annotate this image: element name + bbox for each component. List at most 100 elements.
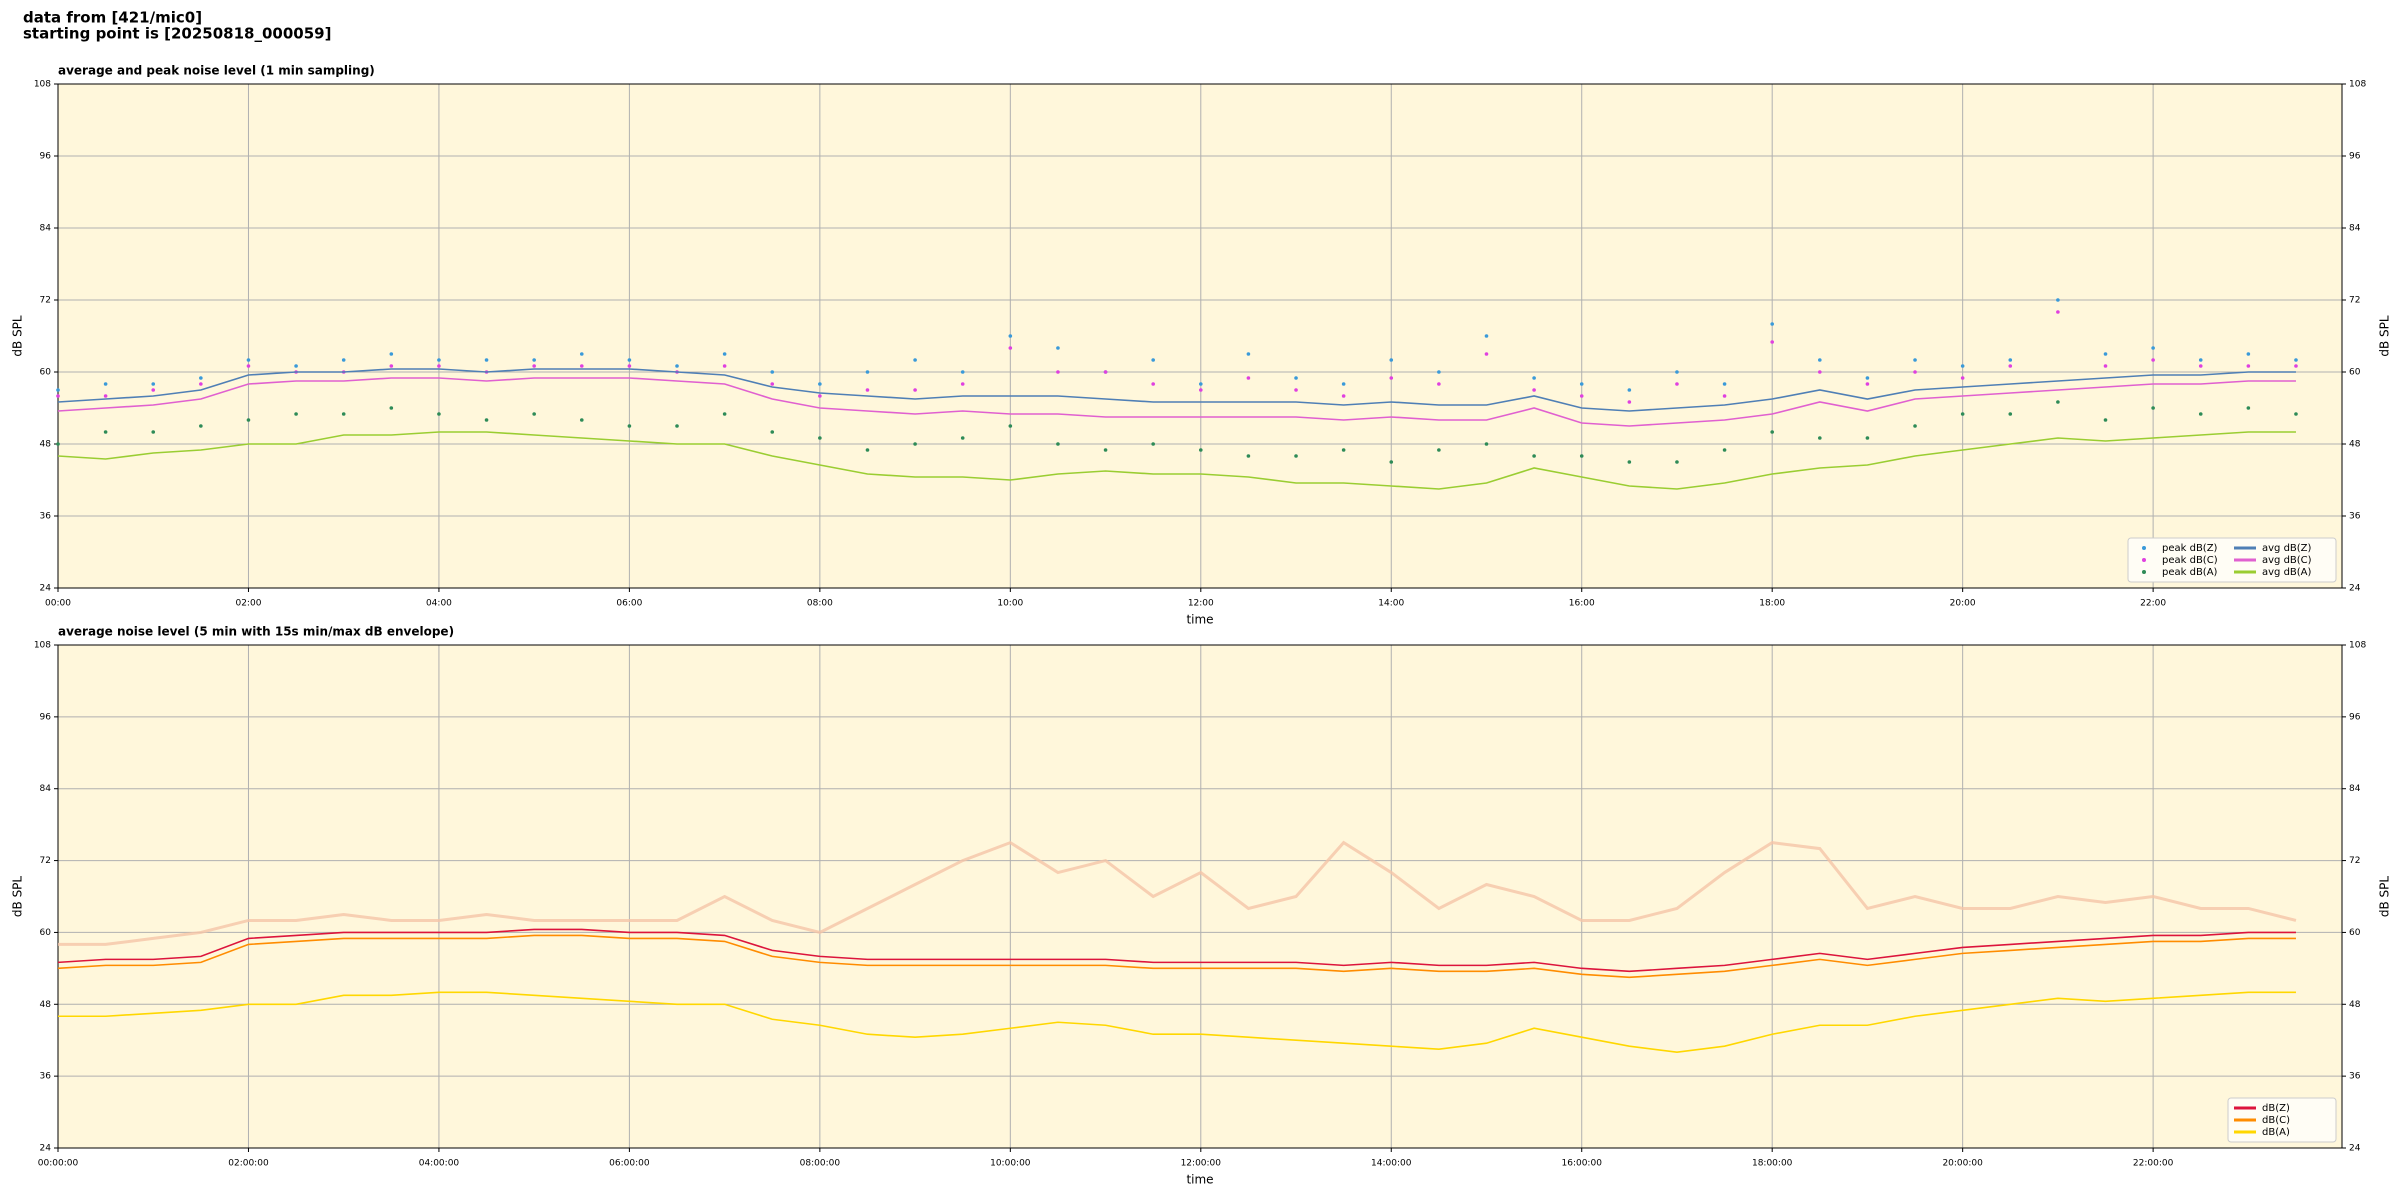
peak-point (1675, 370, 1679, 374)
peak-point (960, 436, 965, 440)
peak-point (1008, 334, 1013, 338)
y-tick-label: 108 (34, 641, 51, 651)
y-tick-label: 84 (40, 224, 52, 234)
y2-tick-label: 96 (2349, 712, 2361, 722)
peak-point (1484, 334, 1489, 338)
peak-point (1770, 430, 1774, 434)
x-tick-label: 20:00 (1950, 599, 1976, 609)
peak-point (675, 424, 679, 428)
peak-point (913, 358, 917, 362)
peak-point (1865, 382, 1870, 386)
peak-point (913, 388, 917, 392)
peak-point (56, 442, 60, 446)
peak-point (722, 412, 727, 416)
peak-point (865, 448, 870, 452)
peak-point (627, 364, 632, 368)
header-line: data from [421/mic0] (23, 9, 202, 27)
x-axis-label: time (1186, 1173, 1213, 1187)
chart-title: average noise level (5 min with 15s min/… (58, 625, 454, 639)
peak-point (1627, 400, 1632, 404)
legend-label: peak dB(Z) (2162, 543, 2218, 554)
series-line (57, 934, 2296, 979)
y2-tick-label: 60 (2349, 928, 2361, 938)
x-tick-label: 14:00:00 (1371, 1159, 1412, 1169)
x-tick-label: 14:00 (1378, 599, 1404, 609)
peak-point (1341, 448, 1346, 452)
y-tick-label: 48 (40, 440, 52, 450)
x-tick-label: 10:00 (997, 599, 1023, 609)
peak-point (1437, 382, 1441, 386)
peak-point (1008, 424, 1013, 428)
peak-point (2294, 412, 2298, 416)
peak-point (1675, 460, 1679, 464)
peak-point (1389, 376, 1394, 380)
plot-area (58, 84, 2342, 588)
peak-point (103, 394, 108, 398)
peak-point (1198, 382, 1203, 386)
peak-point (1008, 346, 1013, 350)
peak-point (2151, 346, 2155, 350)
y2-tick-label: 36 (2349, 1072, 2361, 1082)
peak-point (1579, 454, 1584, 458)
x-tick-label: 08:00:00 (800, 1159, 841, 1169)
peak-point (389, 364, 394, 368)
peak-point (1151, 442, 1155, 446)
peak-point (2246, 364, 2251, 368)
peak-point (1722, 382, 1727, 386)
y2-tick-label: 48 (2349, 440, 2361, 450)
peak-point (2198, 412, 2203, 416)
peak-point (1960, 412, 1965, 416)
peak-point (2151, 406, 2155, 410)
peak-point (1627, 460, 1632, 464)
y2-tick-label: 108 (2349, 641, 2366, 651)
peak-point (103, 382, 108, 386)
chart-title: average and peak noise level (1 min samp… (58, 64, 375, 78)
x-tick-label: 04:00 (426, 599, 452, 609)
peak-point (199, 382, 203, 386)
y2-tick-label: 108 (2349, 80, 2366, 90)
peak-point (1246, 454, 1251, 458)
peak-point (1151, 382, 1155, 386)
peak-point (1294, 454, 1298, 458)
y2-tick-label: 36 (2349, 512, 2361, 522)
peak-point (1484, 442, 1489, 446)
peak-point (770, 382, 775, 386)
peak-point (1056, 370, 1060, 374)
peak-point (1675, 382, 1679, 386)
peak-point (1818, 358, 1822, 362)
y2-axis-label: dB SPL (2378, 315, 2392, 357)
y-tick-label: 36 (40, 1072, 52, 1082)
peak-point (1770, 322, 1774, 326)
peak-point (818, 394, 822, 398)
y2-tick-label: 24 (2349, 584, 2361, 594)
x-tick-label: 08:00 (807, 599, 833, 609)
peak-point (151, 382, 156, 386)
peak-point (151, 430, 156, 434)
legend-label: dB(Z) (2262, 1103, 2290, 1114)
peak-point (1913, 424, 1917, 428)
peak-point (1437, 370, 1441, 374)
peak-point (1484, 352, 1489, 356)
peak-point (1913, 370, 1917, 374)
legend-marker (2142, 570, 2146, 574)
y2-tick-label: 24 (2349, 1144, 2361, 1154)
legend-marker (2142, 546, 2146, 550)
x-tick-label: 22:00 (2140, 599, 2166, 609)
peak-point (1246, 376, 1251, 380)
peak-point (1818, 436, 1822, 440)
x-tick-label: 16:00:00 (1562, 1159, 1603, 1169)
peak-point (341, 358, 346, 362)
peak-point (1532, 376, 1536, 380)
peak-point (818, 382, 822, 386)
peak-point (532, 358, 536, 362)
x-tick-label: 22:00:00 (2133, 1159, 2174, 1169)
peak-point (437, 364, 441, 368)
peak-point (1722, 448, 1727, 452)
y-tick-label: 96 (40, 152, 52, 162)
peak-point (1294, 376, 1298, 380)
peak-point (818, 436, 822, 440)
x-axis-label: time (1186, 613, 1213, 627)
peak-point (2056, 298, 2060, 302)
peak-point (2056, 400, 2060, 404)
peak-point (532, 364, 536, 368)
